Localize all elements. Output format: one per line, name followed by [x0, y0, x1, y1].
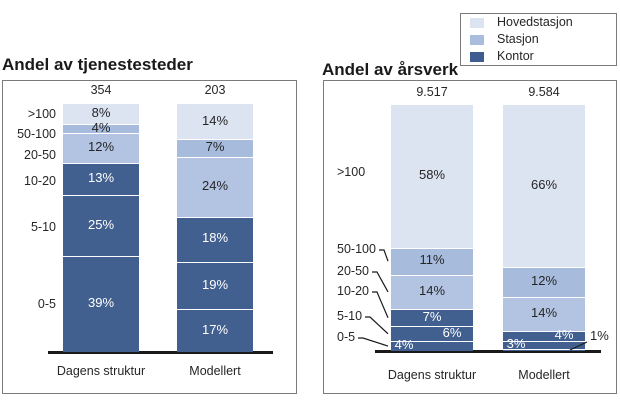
- legend-item-stasjon: Stasjon: [470, 33, 616, 47]
- legend-label-stasjon: Stasjon: [497, 32, 539, 47]
- bar-segment-0-5: [503, 348, 585, 351]
- segment-label: 58%: [418, 167, 446, 183]
- y-tick-label: 0-5: [37, 297, 56, 311]
- bar-segment-20-50: [503, 296, 585, 332]
- segment-label: 12%: [87, 139, 115, 155]
- bar-segment-10-20: [63, 162, 139, 195]
- segment-label: 12%: [530, 273, 558, 289]
- segment-label: 4%: [554, 327, 574, 343]
- segment-label: 11%: [419, 252, 445, 268]
- bar-segment-10-20: [177, 216, 253, 262]
- bar-total-label: 9.584: [528, 85, 560, 99]
- bar-segment-5-10: [503, 341, 585, 349]
- segment-label: 6%: [442, 324, 462, 340]
- bar-segment-10-20: [503, 331, 585, 342]
- legend-item-kontor: Kontor: [470, 50, 616, 64]
- y-tick-label: 50-100: [17, 127, 56, 141]
- y-tick-label: 5-10: [337, 309, 363, 323]
- segment-label: 13%: [87, 169, 115, 185]
- y-tick-label: 0-5: [337, 330, 356, 344]
- y-tick-label: 20-50: [24, 148, 56, 162]
- legend-swatch-kontor-icon: [470, 51, 484, 62]
- bar-segment-5-10: [63, 194, 139, 257]
- bar-segment-50-100: [63, 123, 139, 134]
- segment-label: 14%: [530, 305, 558, 321]
- segment-label: 39%: [87, 295, 115, 311]
- y-tick-label: 50-100: [337, 242, 376, 256]
- segment-label: 25%: [87, 216, 115, 232]
- segment-label: 19%: [201, 276, 229, 292]
- bar-total-label: 354: [90, 83, 112, 97]
- bar-segment-50-100: [503, 267, 585, 297]
- chart-panel: [2, 80, 297, 394]
- legend-item-hovedstasjon: Hovedstasjon: [470, 16, 616, 30]
- bar-segment-5-10: [391, 326, 473, 342]
- segment-label: 4%: [394, 337, 414, 353]
- bar-segment-20-50: [177, 156, 253, 217]
- bar-segment-50-100: [177, 139, 253, 157]
- y-tick-label: 10-20: [24, 174, 56, 188]
- segment-label: 17%: [201, 321, 229, 337]
- bar-segment-20-50: [391, 274, 473, 310]
- legend-label-kontor: Kontor: [497, 49, 534, 64]
- bar-segment-10-20: [391, 309, 473, 327]
- legend-label-hovedstasjon: Hovedstasjon: [497, 15, 573, 30]
- bar-segment-50-100: [391, 247, 473, 275]
- bar-segment-gt100: [503, 105, 585, 268]
- bar-segment-20-50: [63, 133, 139, 163]
- segment-label: 4%: [91, 119, 111, 135]
- y-tick-label: >100: [27, 107, 56, 121]
- y-tick-label: 20-50: [337, 264, 369, 278]
- segment-label: 14%: [201, 112, 229, 128]
- bar-segment-5-10: [177, 261, 253, 310]
- segment-label: 7%: [205, 138, 225, 154]
- segment-label: 3%: [506, 335, 526, 351]
- bar-total-label: 203: [204, 83, 226, 97]
- bar-segment-0-5: [63, 256, 139, 352]
- bar-segment-0-5: [391, 341, 473, 351]
- y-tick-label: 10-20: [337, 284, 369, 298]
- chart-title-tjenestesteder: Andel av tjenestesteder: [2, 55, 193, 74]
- segment-label-outside: 1%: [590, 328, 609, 343]
- bar-segment-0-5: [177, 309, 253, 352]
- segment-label: 24%: [201, 177, 229, 193]
- x-axis-line: [48, 351, 273, 354]
- segment-label: 14%: [418, 282, 446, 298]
- segment-label: 7%: [422, 308, 442, 324]
- bar-segment-gt100: [63, 104, 139, 124]
- segment-label: 8%: [91, 104, 111, 120]
- bar-segment-gt100: [177, 104, 253, 140]
- chart-title-arsverk: Andel av årsverk: [322, 60, 459, 79]
- chart-panel: [323, 80, 617, 394]
- legend: Hovedstasjon Stasjon Kontor: [460, 13, 617, 66]
- y-tick-label: >100: [337, 165, 366, 179]
- segment-label: 66%: [530, 177, 558, 193]
- x-tick-label: Modellert: [518, 368, 570, 382]
- legend-swatch-stasjon-icon: [470, 34, 484, 45]
- x-axis-line: [375, 350, 601, 353]
- segment-label: 18%: [201, 230, 229, 246]
- x-tick-label: Dagens struktur: [56, 364, 146, 378]
- x-tick-label: Dagens struktur: [387, 368, 477, 382]
- bar-segment-gt100: [391, 105, 473, 248]
- x-tick-label: Modellert: [189, 364, 241, 378]
- y-tick-label: 5-10: [30, 220, 56, 234]
- bar-total-label: 9.517: [416, 85, 448, 99]
- legend-swatch-hovedstasjon-icon: [470, 17, 484, 28]
